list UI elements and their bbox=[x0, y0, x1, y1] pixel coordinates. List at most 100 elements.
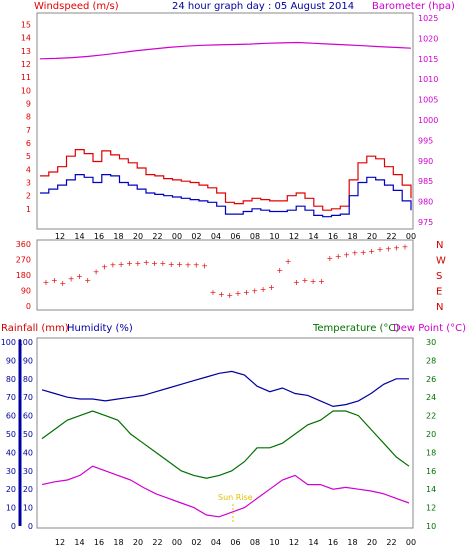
rainfall-tick-label: 60 bbox=[6, 412, 16, 421]
direction-point: + bbox=[218, 290, 225, 299]
time-tick-label: 12 bbox=[289, 538, 299, 547]
barometer-tick-label: 980 bbox=[418, 198, 433, 207]
time-tick-label: 20 bbox=[367, 538, 377, 547]
direction-point: + bbox=[43, 278, 50, 287]
sunrise-annotation: Sun Rise bbox=[218, 493, 253, 502]
windspeed-axis-label: Windspeed (m/s) bbox=[34, 1, 119, 12]
wind-baro-frame bbox=[36, 12, 414, 230]
windspeed-tick-label: 7 bbox=[26, 126, 31, 135]
barometer-tick-label: 1025 bbox=[418, 14, 438, 23]
direction-frame bbox=[36, 239, 414, 311]
humidity-tick-label: 20 bbox=[23, 485, 33, 494]
rainfall-tick-label: 50 bbox=[6, 430, 16, 439]
direction-point: + bbox=[59, 279, 66, 288]
chart-title: 24 hour graph day : 05 August 2014 bbox=[172, 1, 354, 12]
time-tick-label: 00 bbox=[406, 232, 416, 241]
barometer-tick-label: 1015 bbox=[418, 55, 438, 64]
direction-point: + bbox=[318, 277, 325, 286]
time-tick-label: 16 bbox=[94, 538, 104, 547]
direction-point: + bbox=[168, 260, 175, 269]
direction-tick-label: 90 bbox=[21, 287, 31, 296]
rainfall-tick-label: 0 bbox=[11, 522, 16, 531]
time-tick-label: 00 bbox=[406, 538, 416, 547]
direction-tick-label: 270 bbox=[16, 256, 31, 265]
series-line-humidity bbox=[41, 370, 409, 408]
rainfall-tick-label: 20 bbox=[6, 485, 16, 494]
direction-point: + bbox=[151, 259, 158, 268]
humidity-tick-label: 100 bbox=[18, 338, 33, 347]
direction-point: + bbox=[276, 266, 283, 275]
direction-point: + bbox=[84, 276, 91, 285]
direction-point: + bbox=[193, 261, 200, 270]
temperature-tick-label: 18 bbox=[426, 448, 436, 457]
time-tick-label: 10 bbox=[269, 232, 279, 241]
direction-point: + bbox=[118, 260, 125, 269]
windspeed-tick-label: 11 bbox=[21, 73, 31, 82]
direction-point: + bbox=[243, 288, 250, 297]
rainfall-tick-label: 30 bbox=[6, 467, 16, 476]
humidity-tick-label: 30 bbox=[23, 467, 33, 476]
direction-tick-label: 360 bbox=[16, 240, 31, 249]
rainfall-tick-label: 90 bbox=[6, 356, 16, 365]
windspeed-tick-label: 9 bbox=[26, 100, 31, 109]
chart-marks: 1234567891011121314159759809859909951000… bbox=[1, 14, 446, 547]
time-tick-label: 14 bbox=[308, 232, 318, 241]
direction-point: + bbox=[335, 252, 342, 261]
temperature-tick-label: 14 bbox=[426, 485, 436, 494]
time-tick-label: 22 bbox=[386, 232, 396, 241]
time-tick-label: 14 bbox=[74, 538, 84, 547]
barometer-tick-label: 990 bbox=[418, 157, 433, 166]
rainfall-tick-label: 100 bbox=[1, 338, 16, 347]
windspeed-tick-label: 10 bbox=[21, 86, 31, 95]
time-tick-label: 02 bbox=[191, 538, 201, 547]
time-tick-label: 22 bbox=[152, 232, 162, 241]
time-tick-label: 20 bbox=[133, 538, 143, 547]
compass-label: N bbox=[436, 302, 443, 313]
temperature-tick-label: 20 bbox=[426, 430, 436, 439]
compass-label: S bbox=[436, 271, 442, 282]
time-tick-label: 12 bbox=[55, 232, 65, 241]
windspeed-tick-label: 4 bbox=[26, 165, 31, 174]
temperature-tick-label: 12 bbox=[426, 504, 436, 513]
windspeed-tick-label: 1 bbox=[26, 205, 31, 214]
direction-point: + bbox=[402, 243, 409, 252]
direction-point: + bbox=[143, 258, 150, 267]
humidity-axis-label: Humidity (%) bbox=[67, 323, 133, 334]
humidity-tick-label: 80 bbox=[23, 375, 33, 384]
time-tick-label: 08 bbox=[250, 232, 260, 241]
humidity-tick-label: 0 bbox=[28, 522, 33, 531]
direction-point: + bbox=[235, 289, 242, 298]
direction-point: + bbox=[327, 254, 334, 263]
direction-point: + bbox=[293, 278, 300, 287]
temp-hum-frame bbox=[36, 337, 414, 529]
temperature-tick-label: 28 bbox=[426, 356, 436, 365]
temperature-tick-label: 10 bbox=[426, 522, 436, 531]
time-tick-label: 04 bbox=[211, 538, 221, 547]
direction-point: + bbox=[343, 250, 350, 259]
direction-point: + bbox=[185, 261, 192, 270]
direction-point: + bbox=[285, 257, 292, 266]
direction-point: + bbox=[352, 249, 359, 258]
rainfall-tick-label: 10 bbox=[6, 504, 16, 513]
time-tick-label: 20 bbox=[367, 232, 377, 241]
time-tick-label: 22 bbox=[386, 538, 396, 547]
windspeed-tick-label: 5 bbox=[26, 152, 31, 161]
time-tick-label: 10 bbox=[269, 538, 279, 547]
dewpoint-axis-label: Dew Point (°C) bbox=[393, 323, 466, 334]
series-line-barometer bbox=[39, 41, 412, 60]
windspeed-tick-label: 14 bbox=[21, 34, 31, 43]
rainfall-axis-label: Rainfall (mm) bbox=[1, 323, 69, 334]
direction-point: + bbox=[109, 261, 116, 270]
temperature-tick-label: 16 bbox=[426, 467, 436, 476]
barometer-tick-label: 995 bbox=[418, 136, 433, 145]
time-tick-label: 18 bbox=[347, 232, 357, 241]
time-tick-label: 00 bbox=[172, 232, 182, 241]
temperature-tick-label: 30 bbox=[426, 338, 436, 347]
time-tick-label: 14 bbox=[308, 538, 318, 547]
humidity-tick-label: 90 bbox=[23, 356, 33, 365]
direction-point: + bbox=[226, 291, 233, 300]
windspeed-tick-label: 3 bbox=[26, 179, 31, 188]
time-tick-label: 00 bbox=[172, 538, 182, 547]
direction-point: + bbox=[310, 277, 317, 286]
